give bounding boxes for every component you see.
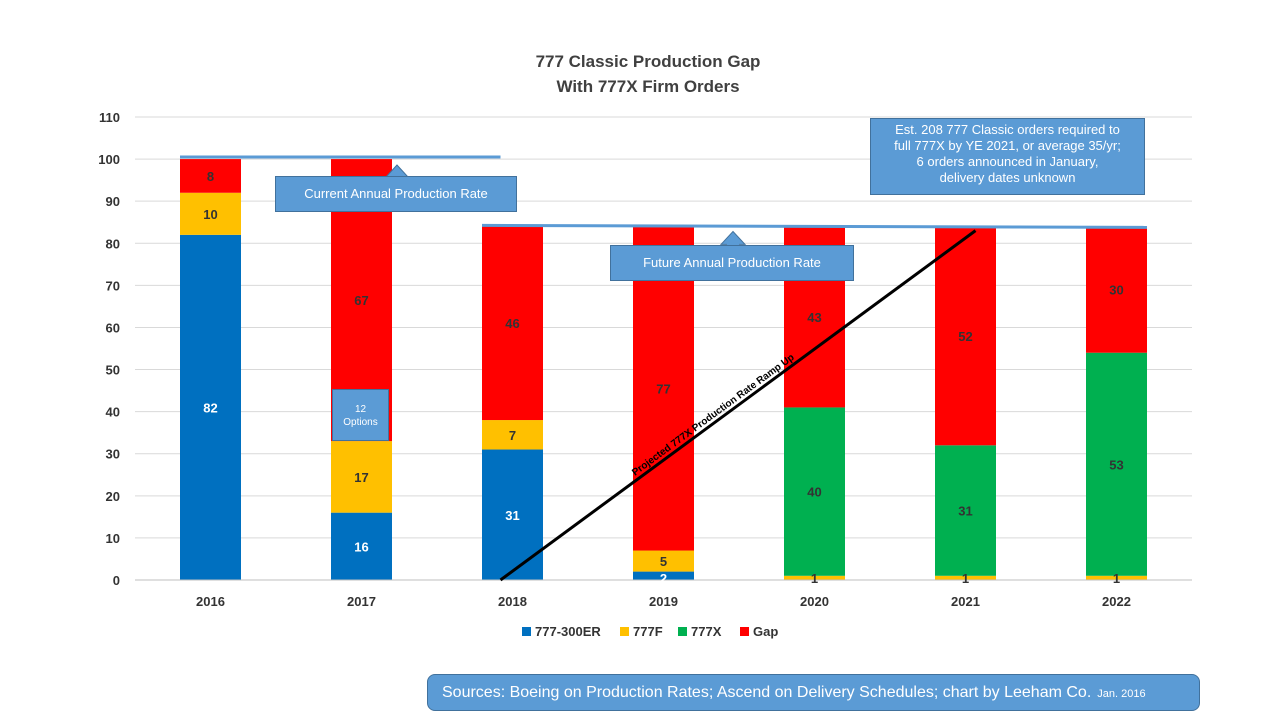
bar-777f-2016 [180, 192, 241, 235]
sources-box: Sources: Boeing on Production Rates; Asc… [427, 674, 1200, 711]
legend-label-777x: 777X [691, 624, 722, 639]
y-tick-label-40: 40 [106, 405, 120, 420]
note-line-2: full 777X by YE 2021, or average 35/yr; [894, 138, 1121, 153]
data-label-777-300er-2018: 31 [505, 508, 519, 523]
y-tick-label-10: 10 [106, 531, 120, 546]
legend-label-777-300er: 777-300ER [535, 624, 601, 639]
ramp-up-line [499, 229, 977, 582]
legend: 777-300ER 777F 777X Gap [522, 624, 778, 639]
legend-swatch-777-300er [522, 627, 531, 636]
data-label-gap-2020: 43 [807, 310, 821, 325]
bar-777f-2022 [1086, 575, 1147, 580]
y-tick-label-110: 110 [99, 110, 120, 125]
data-label-gap-2022: 30 [1109, 283, 1123, 298]
data-label-777f-2021: 1 [962, 571, 969, 586]
x-axis: 2016 2017 2018 2019 2020 2021 2022 [135, 579, 1192, 609]
sources-date: Jan. 2016 [1097, 688, 1146, 700]
future-rate-callout: Future Annual Production Rate [610, 245, 854, 281]
data-label-777x-2021: 31 [958, 504, 972, 519]
legend-label-777f: 777F [633, 624, 663, 639]
data-label-777f-2022: 1 [1113, 571, 1120, 586]
chart-title: 777 Classic Production Gap With 777X Fir… [536, 52, 761, 96]
y-axis: 0 10 20 30 40 50 60 70 80 90 100 110 [98, 110, 120, 588]
data-label-777-300er-2016: 82 [203, 400, 217, 415]
options-callout: 12 Options [332, 389, 389, 441]
data-label-777f-2017: 17 [354, 470, 368, 485]
future-rate-line [481, 223, 1148, 229]
bar-gap-2016 [180, 159, 241, 193]
data-label-777f-2019: 5 [660, 554, 667, 569]
data-label-777f-2016: 10 [203, 207, 217, 222]
bar-777-300er-2017 [331, 512, 392, 580]
current-rate-callout: Current Annual Production Rate [275, 176, 517, 212]
bar-777f-2018 [482, 420, 543, 450]
y-tick-label-50: 50 [106, 363, 120, 378]
orders-note-callout: Est. 208 777 Classic orders required to … [870, 118, 1145, 195]
data-label-777f-2020: 1 [811, 571, 818, 586]
bar-777x-2021 [935, 445, 996, 576]
bar-gap-2022 [1086, 226, 1147, 353]
y-tick-label-30: 30 [106, 447, 120, 462]
legend-swatch-gap [740, 627, 749, 636]
y-tick-label-0: 0 [113, 573, 120, 588]
bar-777f-2020 [784, 575, 845, 580]
options-label: Options [343, 417, 378, 428]
y-tick-label-20: 20 [106, 489, 120, 504]
note-line-4: delivery dates unknown [939, 170, 1076, 185]
data-label-777f-2018: 7 [509, 428, 516, 443]
bar-777f-2017 [331, 441, 392, 513]
legend-swatch-777f [620, 627, 629, 636]
legend-swatch-777x [678, 627, 687, 636]
x-tick-label-2022: 2022 [1102, 594, 1131, 609]
data-label-gap-2017: 67 [354, 293, 368, 308]
y-tick-label-60: 60 [106, 320, 120, 335]
data-label-gap-2021: 52 [958, 329, 972, 344]
note-line-3: 6 orders announced in January, [916, 154, 1099, 169]
bar-777-300er-2019 [633, 571, 694, 580]
x-tick-label-2019: 2019 [649, 594, 678, 609]
data-label-777-300er-2019: 2 [660, 571, 667, 586]
bar-777-300er-2018 [482, 449, 543, 580]
future-rate-arrow [719, 230, 747, 245]
bar-777f-2019 [633, 550, 694, 572]
x-tick-label-2020: 2020 [800, 594, 829, 609]
bar-gap-2021 [935, 226, 996, 446]
data-label-777x-2020: 40 [807, 485, 821, 500]
note-line-1: Est. 208 777 Classic orders required to [895, 122, 1120, 137]
data-label-gap-2018: 46 [505, 316, 519, 331]
bar-gap-2018 [482, 226, 543, 421]
y-tick-label-70: 70 [106, 278, 120, 293]
sources-text: Sources: Boeing on Production Rates; Asc… [442, 684, 1092, 701]
y-tick-label-100: 100 [98, 152, 120, 167]
options-count: 12 [354, 404, 367, 415]
x-tick-label-2021: 2021 [951, 594, 980, 609]
x-tick-label-2016: 2016 [196, 594, 225, 609]
data-label-777-300er-2017: 16 [354, 539, 368, 554]
chart-title-line-2: With 777X Firm Orders [556, 77, 739, 96]
bar-777x-2020 [784, 407, 845, 576]
data-label-gap-2016: 8 [207, 169, 214, 184]
y-tick-label-90: 90 [106, 194, 120, 209]
data-label-gap-2019: 77 [656, 381, 670, 396]
bar-777f-2021 [935, 575, 996, 580]
bar-777-300er-2016 [180, 234, 241, 580]
legend-label-gap: Gap [753, 624, 778, 639]
y-tick-label-80: 80 [106, 236, 120, 251]
bar-777x-2022 [1086, 352, 1147, 576]
x-tick-label-2018: 2018 [498, 594, 527, 609]
chart-title-line-1: 777 Classic Production Gap [536, 52, 761, 71]
x-tick-label-2017: 2017 [347, 594, 376, 609]
data-label-777x-2022: 53 [1109, 457, 1123, 472]
